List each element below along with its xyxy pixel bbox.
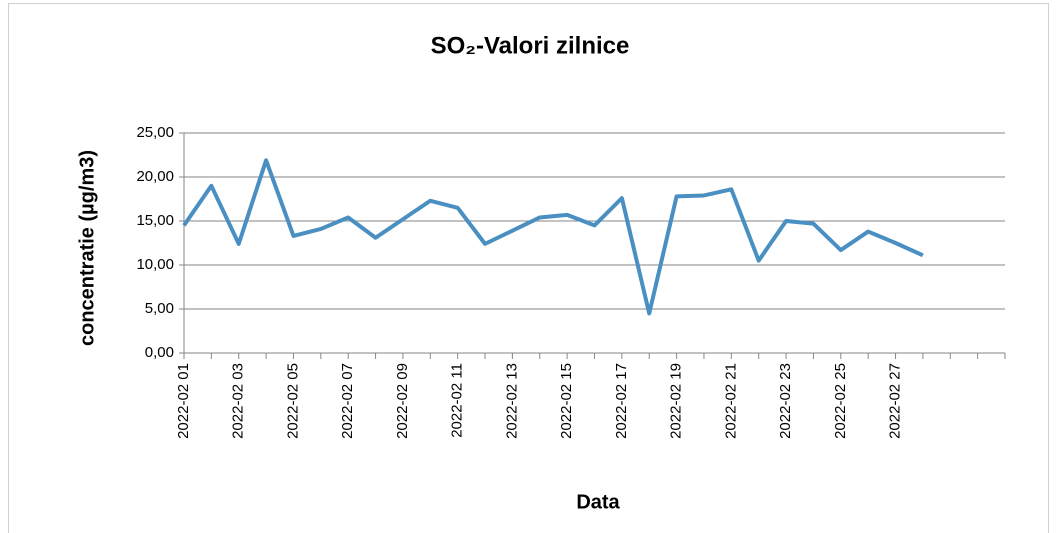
x-tick-label: 2022-02 27	[887, 363, 904, 439]
x-tick-label: 2022-02 07	[339, 363, 356, 439]
y-tick-label: 5,00	[145, 300, 174, 317]
series-line	[182, 158, 924, 316]
y-axis-title: concentratie (µg/m3)	[76, 150, 98, 346]
y-tick-label: 20,00	[136, 168, 174, 185]
x-tick-label: 2022-02 11	[449, 363, 466, 438]
x-tick-label: 2022-02 17	[613, 363, 630, 439]
x-tick-label: 2022-02 19	[668, 363, 685, 439]
x-tick-label: 2022-02 21	[722, 363, 739, 439]
x-axis-title: Data	[576, 491, 620, 513]
x-tick-label: 2022-02 25	[832, 363, 849, 439]
x-tick-label: 2022-02 05	[284, 363, 301, 439]
y-tick-label: 25,00	[136, 124, 174, 141]
x-tick-label: 2022-02 13	[503, 363, 520, 439]
y-tick-label: 0,00	[145, 344, 174, 361]
chart-title: SO₂-Valori zilnice	[431, 32, 630, 59]
x-tick-label: 2022-02 23	[777, 363, 794, 439]
y-tick-label: 10,00	[136, 256, 174, 273]
chart-border	[8, 3, 1049, 533]
x-tick-label: 2022-02 09	[394, 363, 411, 439]
x-tick-label: 2022-02 03	[230, 363, 247, 439]
x-tick-label: 2022-02 01	[175, 363, 192, 439]
x-tick-label: 2022-02 15	[558, 363, 575, 439]
y-tick-label: 15,00	[136, 212, 174, 229]
